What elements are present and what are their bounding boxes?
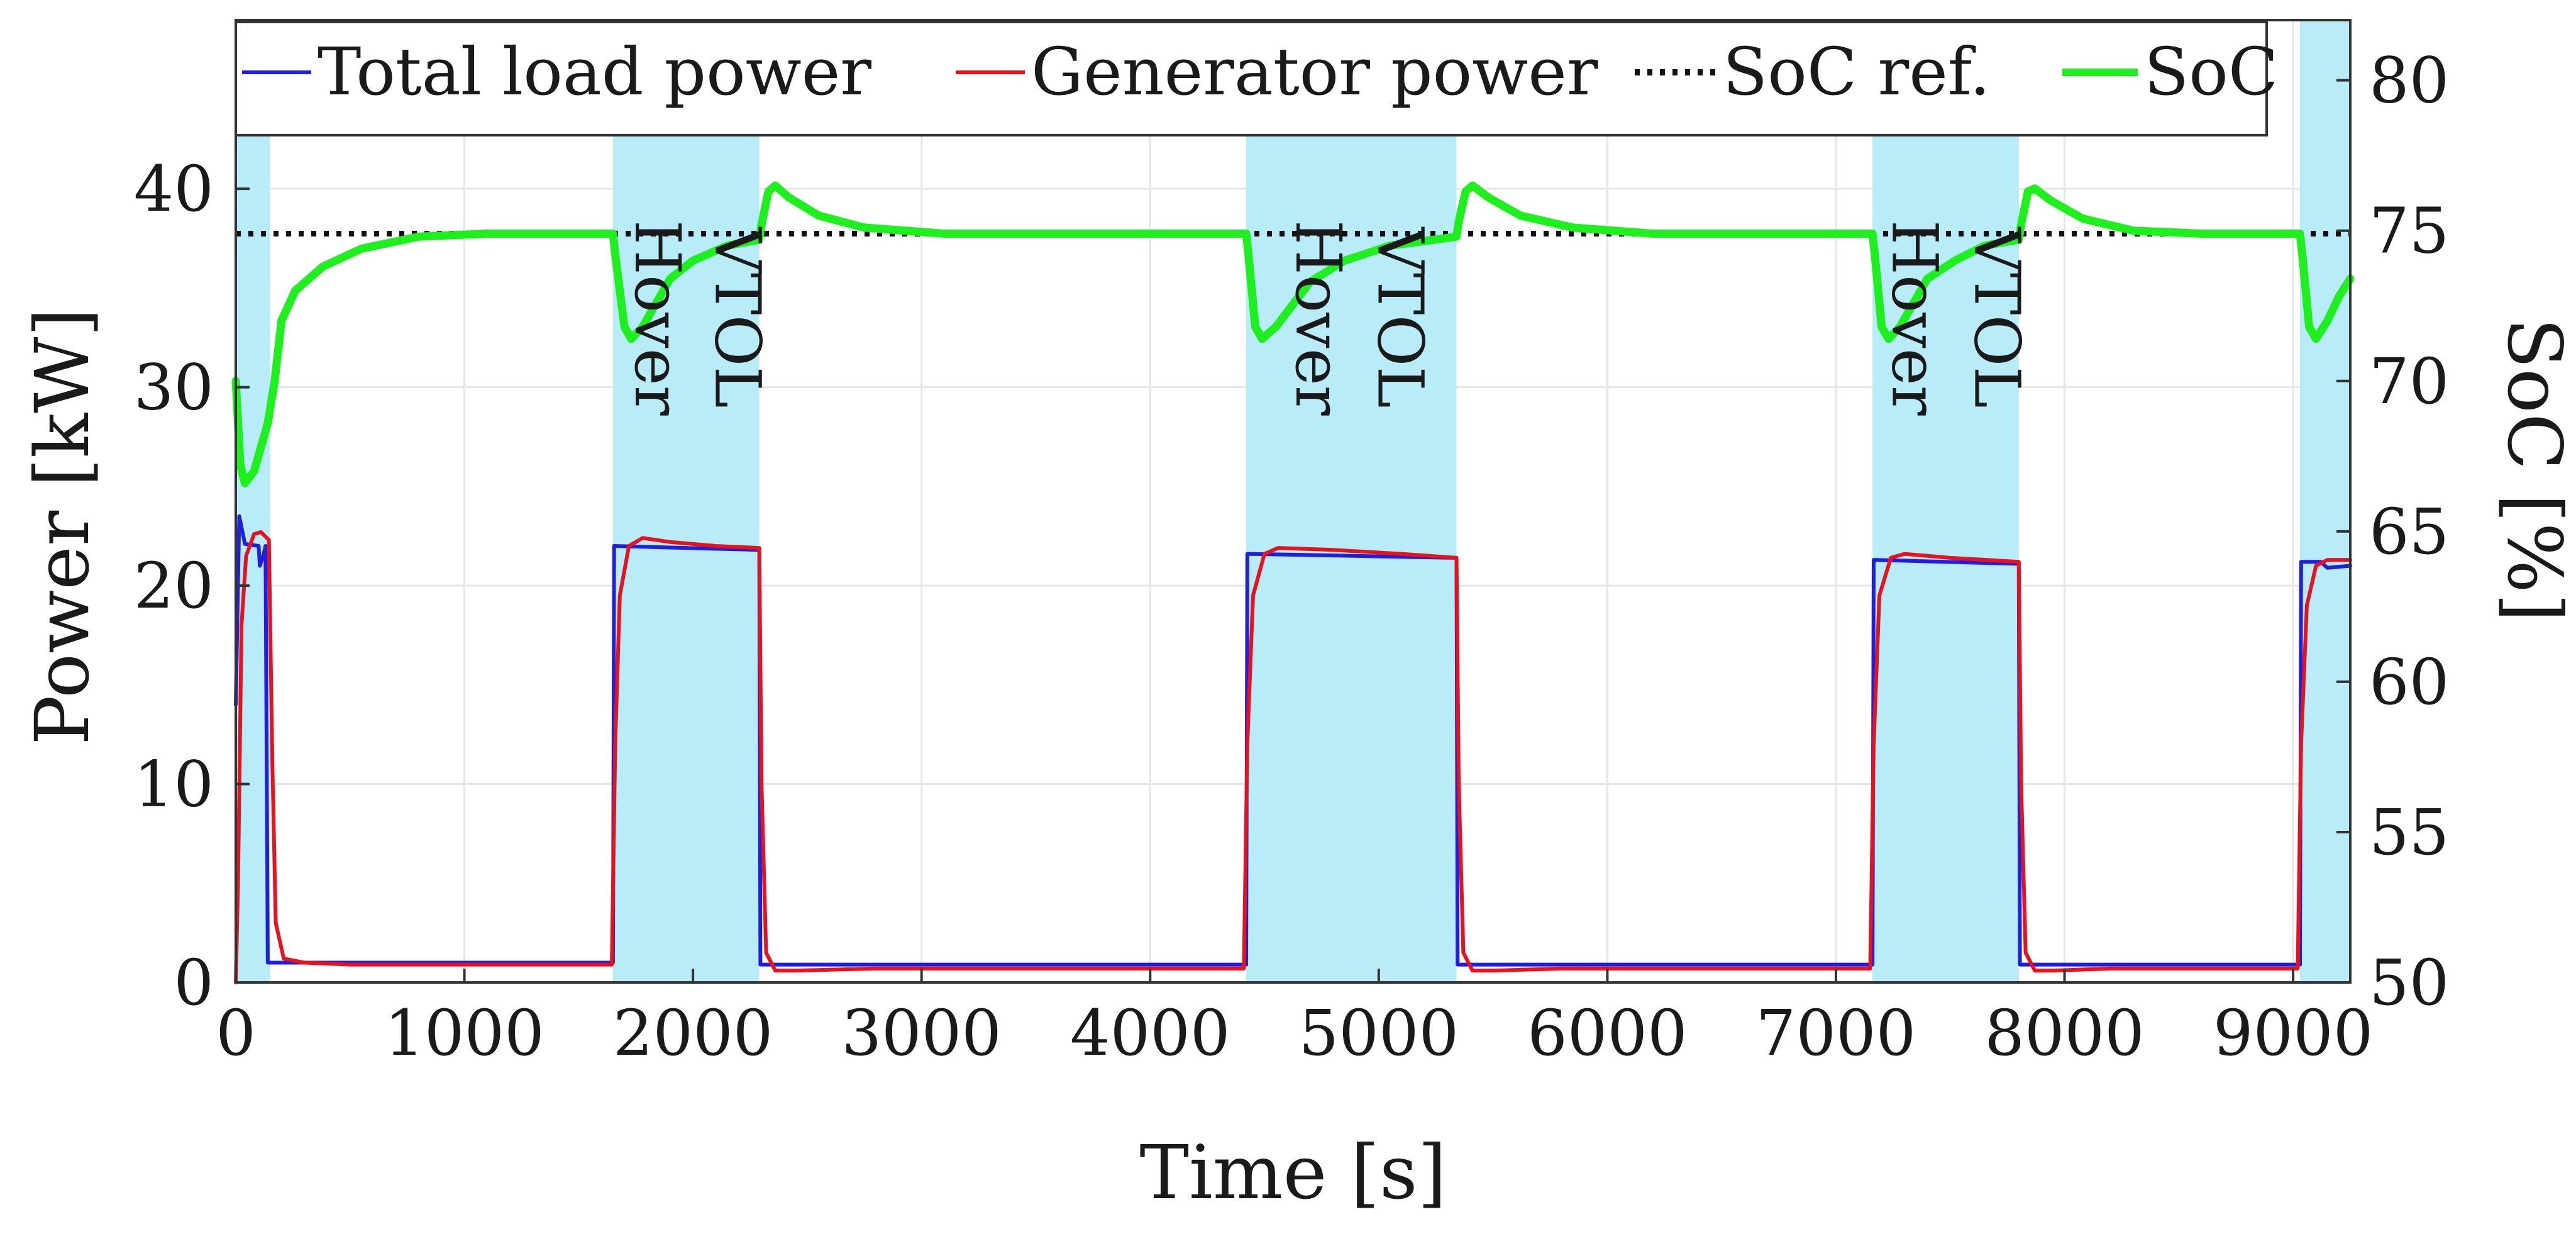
x-tick-label: 3000: [841, 996, 1002, 1070]
legend-label-soc-ref: SoC ref.: [1723, 33, 1991, 110]
legend-label-soc: SoC: [2144, 33, 2278, 110]
shaded-region: [2300, 20, 2350, 982]
region-label: Hover: [1281, 220, 1355, 416]
shaded-region: [1872, 20, 2019, 982]
y-right-tick-label: 50: [2369, 946, 2449, 1020]
y-axis-left-ticks: 0 10 20 30 40: [134, 152, 250, 1020]
shaded-region: [236, 20, 270, 982]
y-left-tick-label: 10: [134, 748, 214, 821]
region-labels: Hover VTOL Hover VTOL Hover VTOL: [621, 220, 2034, 416]
series-total-load-power: [234, 514, 2352, 967]
y-left-tick-label: 0: [174, 946, 214, 1020]
x-tick-label: 8000: [1984, 996, 2145, 1070]
y-axis-left-title: Power [kW]: [19, 308, 106, 745]
x-tick-label: 0: [216, 996, 256, 1070]
region-label: Hover: [1878, 220, 1952, 416]
x-tick-label: 6000: [1527, 996, 1688, 1070]
shaded-region: [1246, 20, 1457, 982]
series-generator-power: [234, 530, 2352, 984]
y-axis-right-title: SoC [%]: [2491, 318, 2576, 622]
region-label: VTOL: [1960, 227, 2034, 408]
x-tick-label: 7000: [1756, 996, 1916, 1070]
x-tick-label: 5000: [1299, 996, 1459, 1070]
x-axis-ticks: 0 1000 2000 3000 4000 5000 6000 7000 8000 9000: [216, 969, 2373, 1070]
x-tick-label: 2000: [613, 996, 773, 1070]
y-right-tick-label: 75: [2369, 194, 2449, 268]
legend-label-generator-power: Generator power: [1031, 33, 1598, 110]
y-left-tick-label: 20: [134, 549, 214, 623]
region-label: Hover: [621, 220, 694, 416]
shaded-region: [612, 20, 760, 982]
region-label: VTOL: [1364, 227, 1437, 408]
y-right-tick-label: 80: [2369, 44, 2449, 118]
x-tick-label: 1000: [384, 996, 544, 1070]
y-axis-right-ticks: 50 55 60 65 70 75 80: [2336, 44, 2449, 1020]
legend-box: [235, 21, 2268, 136]
y-left-tick-label: 30: [134, 351, 214, 425]
x-axis-title: Time [s]: [1139, 1129, 1446, 1216]
series-lines: [231, 181, 2355, 984]
series-soc: [231, 181, 2355, 487]
legend-label-total-load-power: Total load power: [318, 33, 871, 110]
y-right-tick-label: 60: [2369, 645, 2449, 719]
x-tick-label: 9000: [2213, 996, 2374, 1070]
region-label: VTOL: [700, 227, 774, 408]
y-left-tick-label: 40: [134, 152, 214, 226]
x-tick-label: 4000: [1070, 996, 1230, 1070]
y-right-tick-label: 70: [2369, 345, 2449, 418]
plot-frame: [235, 19, 2352, 984]
y-right-tick-label: 65: [2369, 495, 2449, 569]
shaded-regions: [236, 20, 2350, 982]
y-right-tick-label: 55: [2369, 796, 2449, 869]
legend: Total load power Generator power SoC ref…: [235, 21, 2278, 136]
